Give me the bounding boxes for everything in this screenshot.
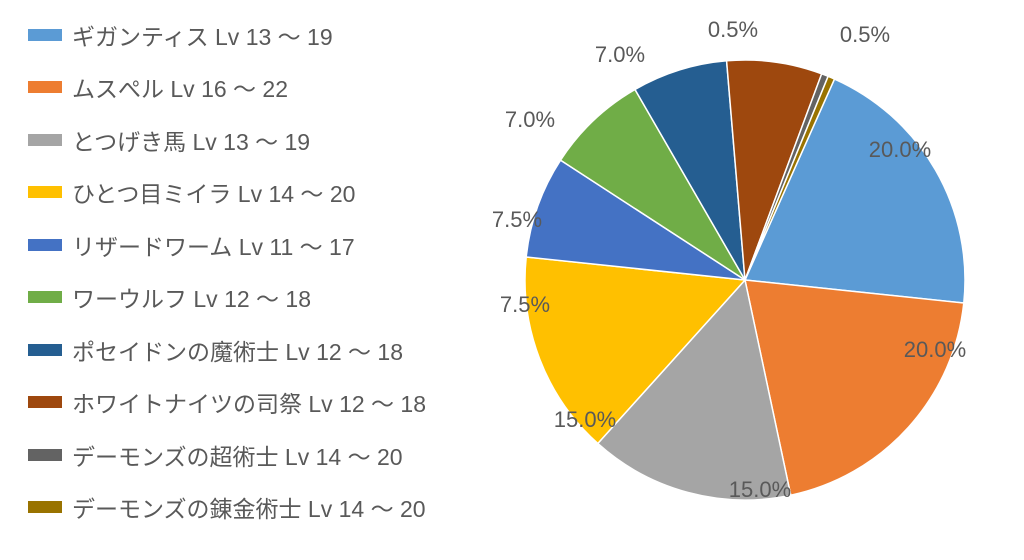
legend-swatch (28, 449, 62, 461)
legend-swatch (28, 29, 62, 41)
legend-item: ひとつ目ミイラ Lv 14 ～ 20 (28, 175, 470, 209)
legend-label: ギガンティス Lv 13 ～ 19 (72, 18, 333, 52)
legend-label: ポセイドンの魔術士 Lv 12 ～ 18 (72, 333, 403, 367)
legend-swatch (28, 81, 62, 93)
legend-label: デーモンズの超術士 Lv 14 ～ 20 (72, 438, 403, 472)
legend-label: デーモンズの錬金術士 Lv 14 ～ 20 (72, 490, 426, 524)
legend-item: ホワイトナイツの司祭 Lv 12 ～ 18 (28, 385, 470, 419)
legend-item: ムスぺル Lv 16 ～ 22 (28, 70, 470, 104)
legend-swatch (28, 186, 62, 198)
legend-swatch (28, 344, 62, 356)
data-label: 0.5% (840, 22, 890, 48)
data-label: 20.0% (869, 137, 931, 163)
data-label: 0.5% (708, 17, 758, 43)
pie-chart: 20.0% 20.0% 15.0% 15.0% 7.5% 7.5% 7.0% 7.0% 0.5%… (470, 0, 1024, 542)
legend-swatch (28, 396, 62, 408)
legend-swatch (28, 291, 62, 303)
legend-label: ワーウルフ Lv 12 ～ 18 (72, 280, 311, 314)
legend-label: ホワイトナイツの司祭 Lv 12 ～ 18 (72, 385, 426, 419)
data-label: 15.0% (554, 407, 616, 433)
legend-label: リザードワーム Lv 11 ～ 17 (72, 228, 355, 262)
data-label: 7.0% (595, 42, 645, 68)
data-label: 7.5% (500, 292, 550, 318)
pie-svg (470, 0, 1024, 560)
legend-item: デーモンズの錬金術士 Lv 14 ～ 20 (28, 490, 470, 524)
data-label: 15.0% (729, 477, 791, 503)
data-label: 20.0% (904, 337, 966, 363)
legend-label: ムスぺル Lv 16 ～ 22 (72, 70, 288, 104)
legend-item: リザードワーム Lv 11 ～ 17 (28, 228, 470, 262)
legend-swatch (28, 134, 62, 146)
legend-swatch (28, 501, 62, 513)
legend-item: ワーウルフ Lv 12 ～ 18 (28, 280, 470, 314)
legend-label: ひとつ目ミイラ Lv 14 ～ 20 (72, 175, 355, 209)
data-label: 7.0% (505, 107, 555, 133)
legend-item: ギガンティス Lv 13 ～ 19 (28, 18, 470, 52)
legend-item: とつげき馬 Lv 13 ～ 19 (28, 123, 470, 157)
data-label: 7.5% (492, 207, 542, 233)
legend-item: ポセイドンの魔術士 Lv 12 ～ 18 (28, 333, 470, 367)
legend-swatch (28, 239, 62, 251)
legend: ギガンティス Lv 13 ～ 19 ムスぺル Lv 16 ～ 22 とつげき馬 Lv… (0, 0, 470, 542)
legend-item: デーモンズの超術士 Lv 14 ～ 20 (28, 438, 470, 472)
legend-label: とつげき馬 Lv 13 ～ 19 (72, 123, 310, 157)
